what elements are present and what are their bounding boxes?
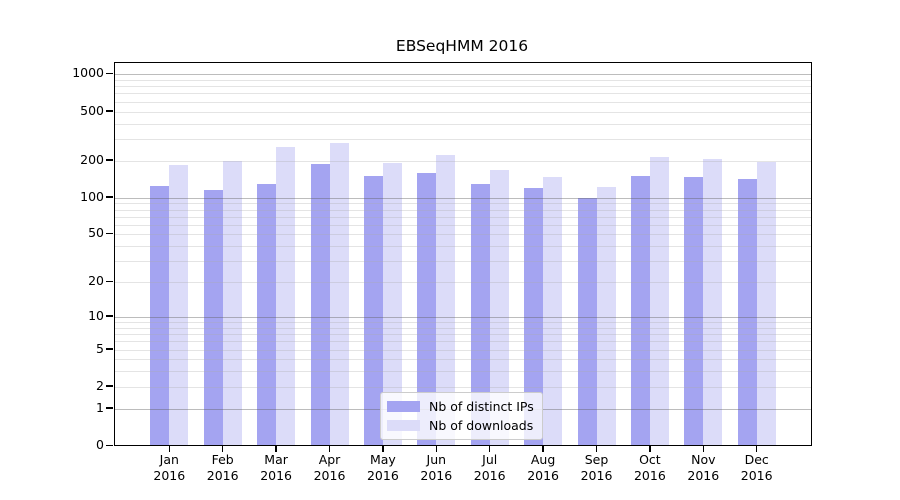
y-axis-tick-label: 100 bbox=[80, 188, 104, 204]
x-axis-tick-label: Mar 2016 bbox=[260, 452, 292, 483]
bar-distinct-ips bbox=[203, 189, 223, 445]
legend-swatch bbox=[387, 420, 420, 431]
y-axis-tick-label: 2 bbox=[96, 377, 104, 393]
x-axis-tick-mark bbox=[328, 445, 331, 452]
legend-swatch bbox=[387, 401, 420, 412]
x-axis-tick-label: Oct 2016 bbox=[633, 452, 666, 483]
minor-gridline bbox=[115, 123, 811, 125]
bar-distinct-ips bbox=[737, 179, 757, 445]
y-axis-tick-mark bbox=[106, 110, 113, 112]
bar-distinct-ips bbox=[470, 183, 490, 445]
x-axis-tick-mark bbox=[595, 445, 598, 452]
x-axis-tick-label: Sep 2016 bbox=[580, 452, 613, 483]
y-axis-tick-mark bbox=[106, 444, 113, 446]
bar-distinct-ips bbox=[524, 187, 544, 445]
y-axis-tick-mark bbox=[106, 232, 113, 235]
bar-downloads bbox=[169, 165, 189, 445]
bar-downloads bbox=[489, 170, 509, 445]
minor-gridline bbox=[115, 86, 811, 88]
y-axis-tick-mark bbox=[106, 407, 113, 409]
x-axis-tick-mark bbox=[702, 445, 705, 452]
x-axis-tick-mark bbox=[435, 445, 438, 452]
x-axis-tick-label: Jun 2016 bbox=[420, 452, 453, 483]
x-axis-tick-mark bbox=[542, 445, 544, 452]
x-axis-tick-mark bbox=[488, 445, 491, 452]
minor-gridline bbox=[115, 111, 811, 113]
x-axis-tick-label: Feb 2016 bbox=[206, 452, 239, 483]
bar-downloads bbox=[382, 163, 402, 445]
bar-distinct-ips bbox=[257, 183, 277, 445]
bar-distinct-ips bbox=[630, 175, 650, 445]
x-axis-tick-label: May 2016 bbox=[366, 452, 399, 483]
y-axis-tick-label: 500 bbox=[80, 102, 104, 118]
legend-entry: Nb of distinct IPs bbox=[387, 397, 536, 416]
bar-distinct-ips bbox=[684, 177, 704, 445]
minor-gridline bbox=[115, 93, 811, 95]
legend-label: Nb of distinct IPs bbox=[429, 399, 534, 414]
bar-downloads bbox=[222, 160, 242, 445]
bar-downloads bbox=[756, 161, 776, 445]
y-axis-tick-label: 200 bbox=[80, 151, 104, 167]
legend-label: Nb of downloads bbox=[429, 418, 534, 433]
x-axis-tick-mark bbox=[382, 445, 384, 452]
minor-gridline bbox=[115, 101, 811, 103]
bar-downloads bbox=[649, 157, 669, 445]
x-axis-tick-mark bbox=[168, 445, 171, 452]
plot-area bbox=[114, 62, 812, 446]
y-axis-tick-label: 10 bbox=[88, 307, 104, 323]
bar-downloads bbox=[703, 159, 723, 445]
y-axis-tick-label: 20 bbox=[88, 273, 104, 289]
legend: Nb of distinct IPs Nb of downloads bbox=[380, 392, 543, 440]
bar-downloads bbox=[436, 154, 456, 445]
bar-downloads bbox=[329, 143, 349, 445]
x-axis-tick-label: Jul 2016 bbox=[473, 452, 506, 483]
bar-distinct-ips bbox=[150, 185, 170, 445]
chart-title: EBSeqHMM 2016 bbox=[395, 37, 529, 55]
minor-gridline bbox=[115, 138, 811, 140]
bar-distinct-ips bbox=[417, 172, 437, 445]
x-axis-tick-label: Aug 2016 bbox=[527, 452, 559, 483]
y-axis-tick-label: 50 bbox=[88, 225, 104, 241]
bar-downloads bbox=[276, 147, 296, 445]
y-axis-tick-label: 1 bbox=[96, 399, 104, 415]
x-axis-tick-label: Apr 2016 bbox=[313, 452, 346, 483]
legend-entry: Nb of downloads bbox=[387, 416, 536, 435]
y-axis-tick-mark bbox=[106, 315, 113, 317]
x-axis-tick-mark bbox=[221, 445, 224, 452]
major-gridline bbox=[115, 74, 811, 76]
x-axis-tick-mark bbox=[275, 445, 277, 452]
x-axis-tick-label: Nov 2016 bbox=[687, 452, 720, 483]
y-axis-tick-label: 1000 bbox=[72, 65, 104, 81]
y-axis-tick-mark bbox=[106, 72, 113, 75]
x-axis-tick-label: Dec 2016 bbox=[740, 452, 773, 483]
y-axis-tick-mark bbox=[106, 348, 113, 350]
minor-gridline bbox=[115, 79, 811, 81]
bar-downloads bbox=[596, 187, 616, 445]
bar-distinct-ips bbox=[363, 175, 383, 445]
x-axis-tick-mark bbox=[755, 445, 758, 452]
x-axis-tick-label: Jan 2016 bbox=[153, 452, 186, 483]
bar-distinct-ips bbox=[310, 164, 330, 445]
y-axis-tick-mark bbox=[106, 385, 113, 387]
y-axis-tick-mark bbox=[106, 280, 113, 283]
y-axis-tick-mark bbox=[106, 196, 113, 198]
y-axis-tick-mark bbox=[106, 159, 113, 161]
y-axis-tick-label: 0 bbox=[96, 437, 104, 452]
bar-downloads bbox=[543, 177, 563, 445]
bar-distinct-ips bbox=[577, 197, 597, 445]
x-axis-tick-mark bbox=[649, 445, 651, 452]
y-axis-tick-label: 5 bbox=[96, 340, 104, 356]
